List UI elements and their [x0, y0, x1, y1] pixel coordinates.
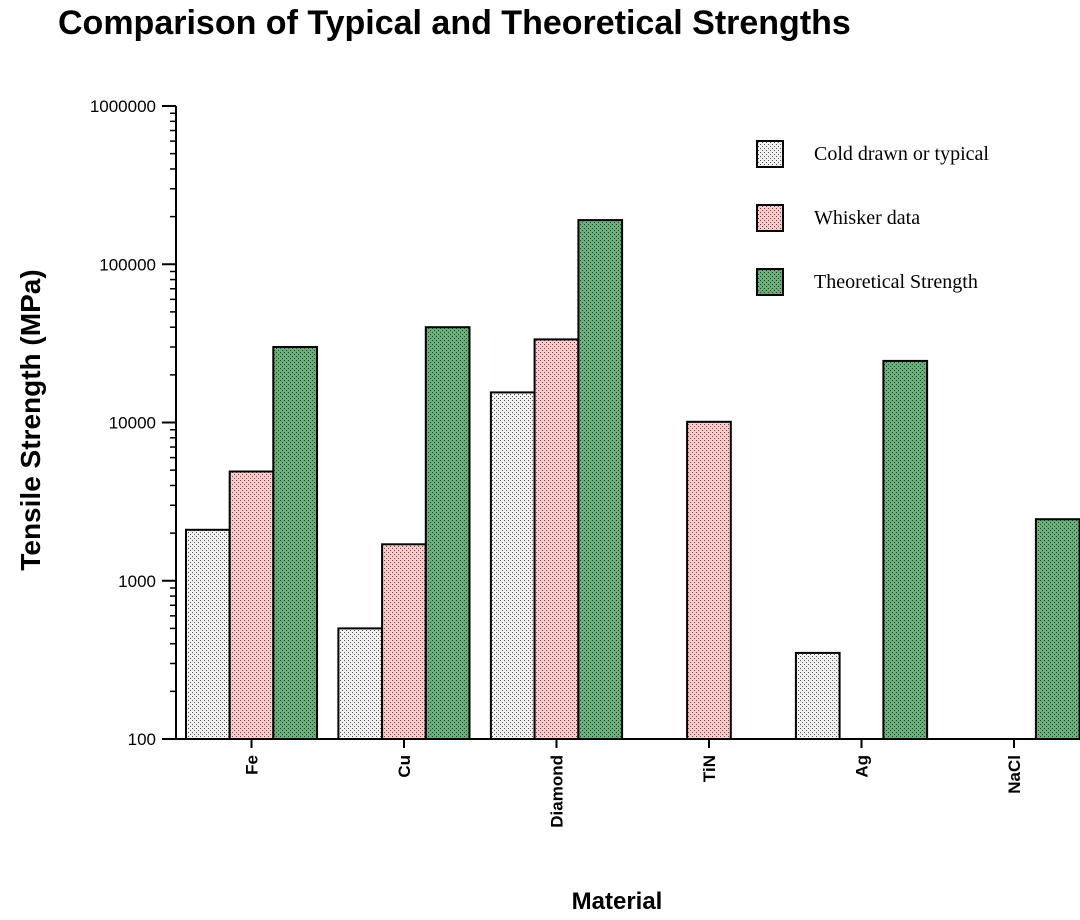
y-axis-title: Tensile Strength (MPa): [15, 269, 46, 570]
legend: Cold drawn or typical Whisker data Theoret…: [756, 140, 989, 296]
legend-label-1: Whisker data: [814, 207, 920, 229]
x-tick-label: Diamond: [548, 755, 567, 828]
bar-cu-s0: [337, 627, 384, 741]
chart-title: Comparison of Typical and Theoretical St…: [58, 4, 851, 42]
y-tick-label: 100000: [99, 255, 156, 274]
legend-label-2: Theoretical Strength: [814, 271, 978, 293]
bar-fe-s2: [272, 346, 318, 740]
bar-ag-s2: [882, 359, 929, 740]
bar-diamond-s0: [489, 391, 536, 740]
bars-layer: [185, 219, 1080, 741]
legend-swatch-0: [756, 140, 784, 168]
y-tick-label: 1000000: [90, 97, 156, 116]
bar-fe-s1: [228, 470, 275, 740]
x-tick-label: Cu: [395, 755, 414, 778]
x-tick-label: Fe: [243, 755, 262, 775]
axes-layer: Fe Cu Diamond TiN Ag NaCl 100 1000 10000 100000 10…: [90, 97, 1080, 828]
y-tick-label: 100: [128, 730, 156, 749]
bar-diamond-s2: [577, 219, 624, 741]
y-tick-label: 10000: [109, 414, 156, 433]
bar-cu-s1: [381, 543, 427, 740]
x-axis-title: Material: [572, 888, 663, 915]
bar-nacl-s2: [1034, 518, 1080, 741]
bar-diamond-s1: [533, 338, 580, 740]
x-tick-label: TiN: [700, 755, 719, 782]
bar-cu-s2: [424, 326, 471, 740]
legend-label-0: Cold drawn or typical: [814, 143, 989, 165]
legend-swatch-2: [756, 268, 784, 296]
y-tick-label: 1000: [118, 572, 156, 591]
bar-tin-s1: [686, 420, 732, 740]
bar-fe-s0: [185, 528, 231, 740]
x-tick-label: NaCl: [1005, 755, 1024, 794]
x-tick-label: Ag: [853, 755, 872, 778]
legend-swatch-1: [756, 204, 784, 232]
bar-ag-s0: [794, 651, 841, 741]
